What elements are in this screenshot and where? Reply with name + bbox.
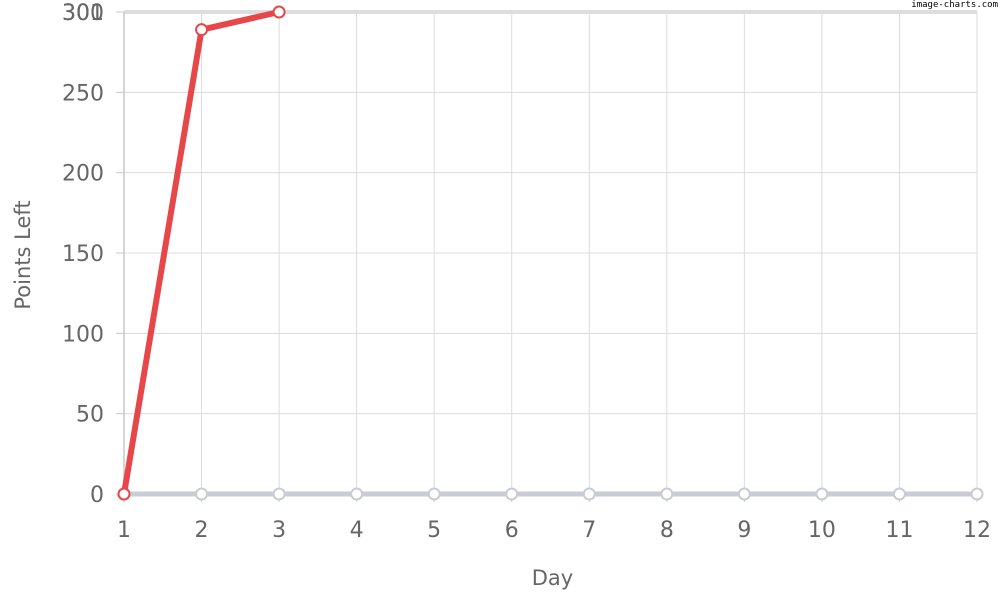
data-point <box>970 487 984 501</box>
x-tick-label: 6 <box>505 518 519 543</box>
y-tick-label: 0 <box>90 483 104 508</box>
x-tick-label: 12 <box>963 518 991 543</box>
y-tick-label: 50 <box>76 403 104 428</box>
y-tick-label: 150 <box>62 242 104 267</box>
y-axis-title: Points Left <box>11 200 35 309</box>
x-tick-label: 4 <box>350 518 364 543</box>
y-tick-label: 250 <box>62 81 104 106</box>
data-point <box>350 487 364 501</box>
x-tick-label: 9 <box>737 518 751 543</box>
data-point <box>505 487 519 501</box>
x-tick-label: 11 <box>885 518 913 543</box>
x-tick-label: 3 <box>272 518 286 543</box>
y-tick-label: 200 <box>62 162 104 187</box>
data-point <box>815 487 829 501</box>
data-point <box>427 487 441 501</box>
data-point <box>117 487 131 501</box>
data-point <box>195 23 209 37</box>
data-point <box>272 487 286 501</box>
x-tick-label: 2 <box>195 518 209 543</box>
data-point <box>195 487 209 501</box>
y-tick-label: 301 <box>62 1 104 26</box>
data-point <box>660 487 674 501</box>
x-tick-label: 7 <box>582 518 596 543</box>
x-tick-label: 10 <box>808 518 836 543</box>
watermark: image-charts.com <box>911 0 998 10</box>
data-point <box>737 487 751 501</box>
x-tick-label: 5 <box>427 518 441 543</box>
data-point <box>272 5 286 19</box>
data-point <box>892 487 906 501</box>
x-axis-title: Day <box>532 566 573 590</box>
x-tick-label: 8 <box>660 518 674 543</box>
y-tick-label: 300 <box>62 1 104 26</box>
x-tick-label: 1 <box>117 518 131 543</box>
data-point <box>582 487 596 501</box>
y-tick-label: 100 <box>62 322 104 347</box>
